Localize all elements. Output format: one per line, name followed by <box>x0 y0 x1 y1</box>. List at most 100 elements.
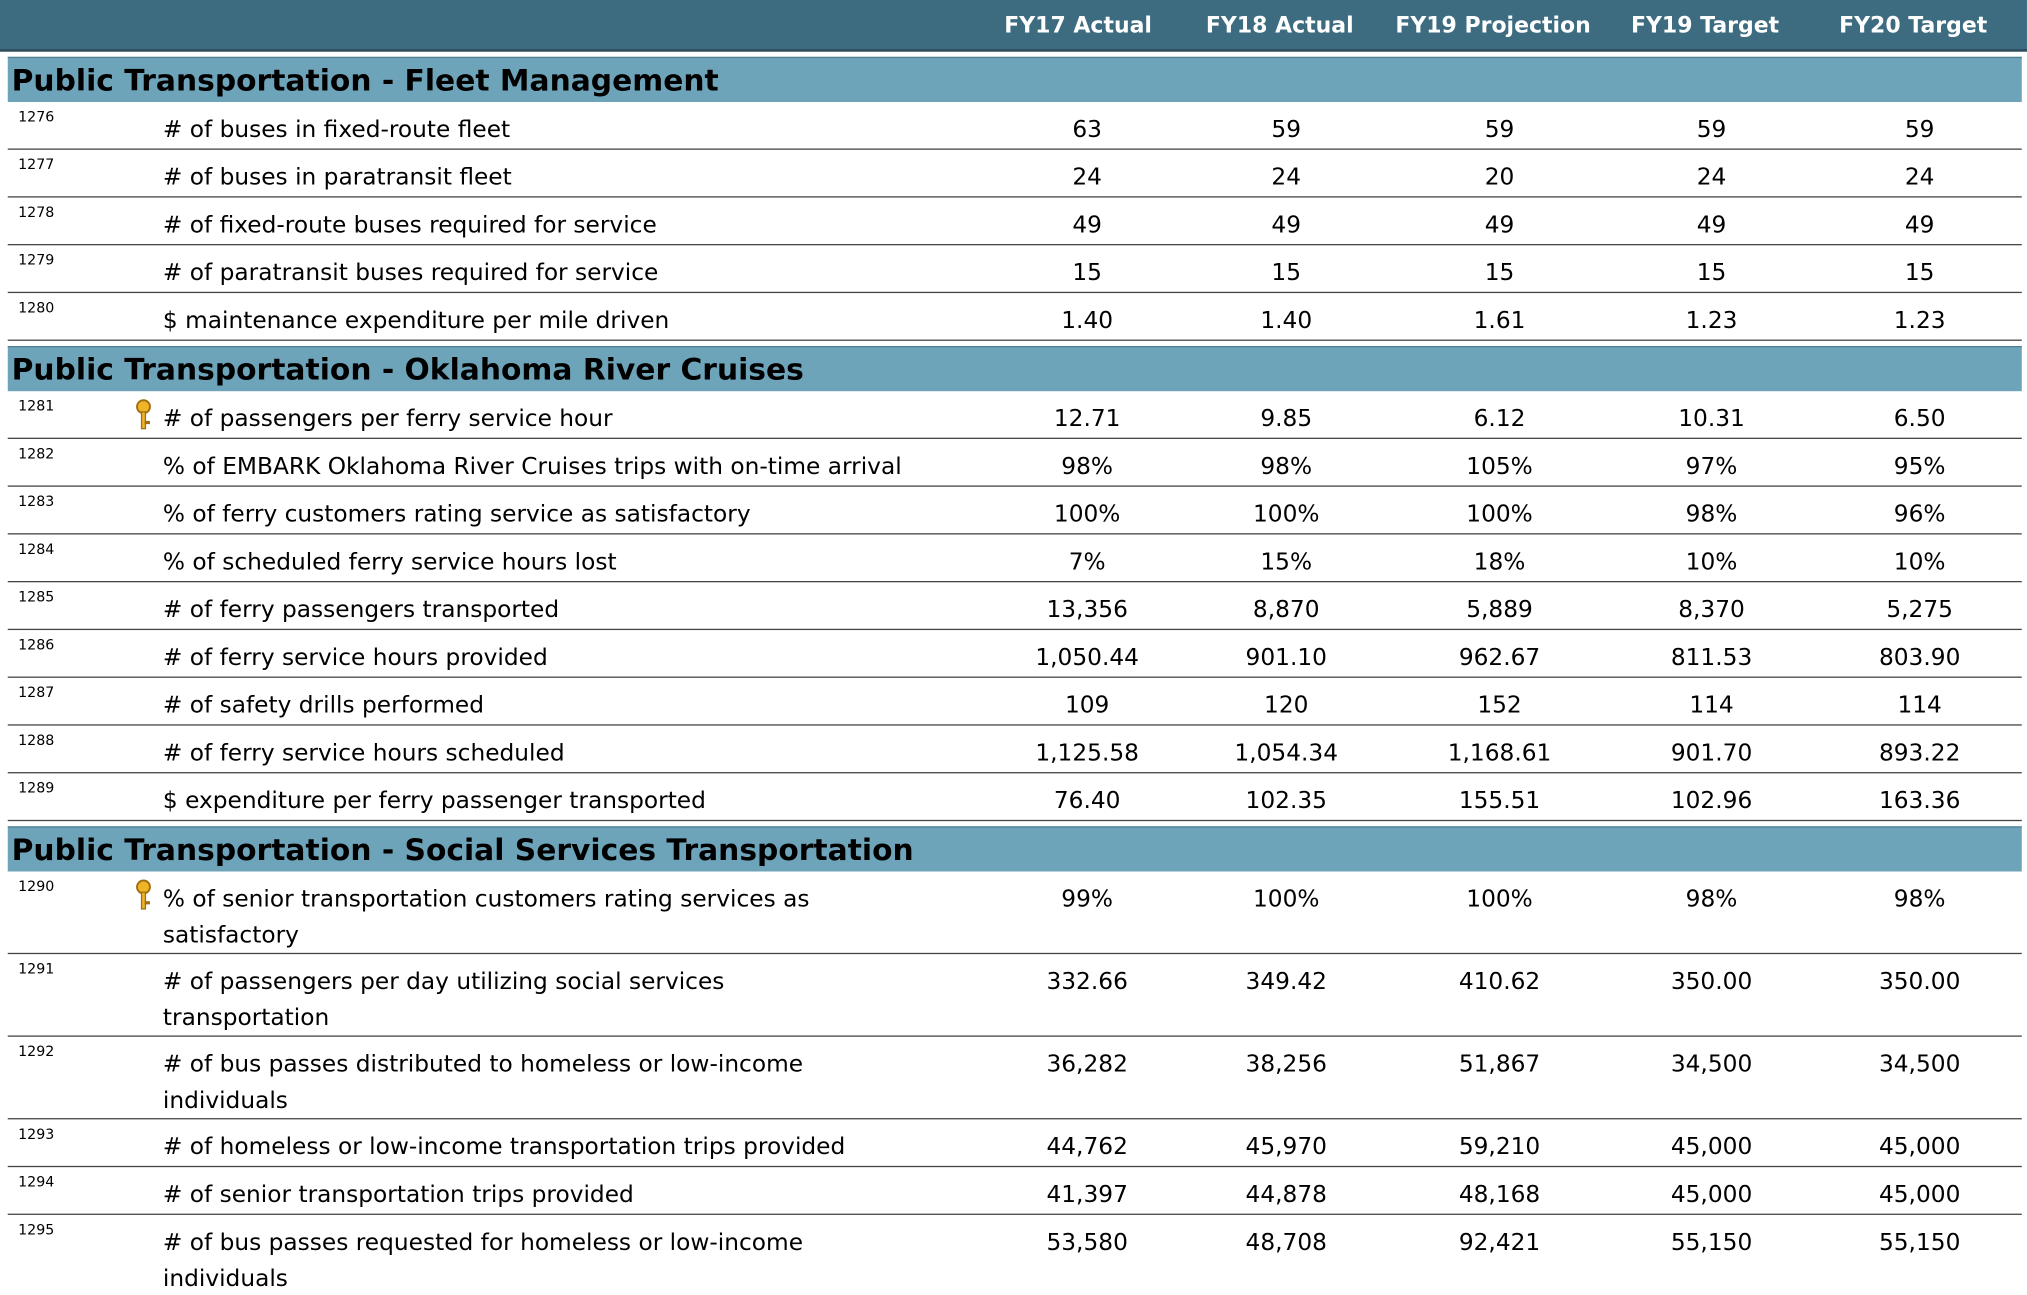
row-label: % of senior transportation customers rat… <box>162 885 810 949</box>
cell-value: 15 <box>1484 259 1515 287</box>
table-row: 1294 # of senior transportation trips pro… <box>7 1167 2022 1215</box>
cell-value: 102.35 <box>1245 787 1327 815</box>
cell-value: 350.00 <box>1670 968 1753 996</box>
cell-value: 49 <box>1271 211 1302 239</box>
column-header: FY18 Actual <box>1205 12 1354 39</box>
table-row: 1283 % of ferry customers rating service … <box>7 487 2022 535</box>
row-label: # of ferry passengers transported <box>162 596 560 624</box>
cell-value: 6.50 <box>1893 405 1946 433</box>
cell-value: 10% <box>1893 548 1946 576</box>
cell-value: 10.31 <box>1678 405 1745 433</box>
table-row: 1293 # of homeless or low-income transpor… <box>7 1119 2022 1168</box>
cell-value: 350.00 <box>1878 968 1961 996</box>
cell-value: 105% <box>1466 453 1533 481</box>
cell-value: 49 <box>1484 211 1515 239</box>
row-number: 1287 <box>18 684 55 702</box>
cell-value: 36,282 <box>1046 1050 1128 1079</box>
cell-value: 100% <box>1252 500 1320 529</box>
cell-value: 15 <box>1072 259 1102 287</box>
cell-value: 332.66 <box>1046 968 1128 996</box>
cell-value: 803.90 <box>1878 644 1961 672</box>
row-number: 1277 <box>18 156 55 174</box>
cell-value: 34,500 <box>1670 1050 1753 1079</box>
cell-value: 48,168 <box>1458 1181 1541 1209</box>
cell-value: 15 <box>1904 259 1935 287</box>
cell-value: 15% <box>1260 548 1313 576</box>
cell-value: 114 <box>1897 692 1942 720</box>
section-header: Public Transportation - Fleet Management <box>7 56 2022 102</box>
cell-value: 38,256 <box>1245 1050 1327 1079</box>
cell-value: 15 <box>1271 259 1302 287</box>
row-label: # of safety drills performed <box>162 692 485 720</box>
table-row: 1295 # of bus passes requested for homele… <box>8 1215 2022 1295</box>
row-number: 1292 <box>18 1043 55 1060</box>
row-label: $ expenditure per ferry passenger transp… <box>162 787 706 815</box>
cell-value: 20 <box>1484 163 1515 192</box>
cell-value: 99% <box>1061 885 1114 913</box>
table-row: 1288 # of ferry service hours scheduled 1,… <box>7 726 2022 774</box>
column-header: FY17 Actual <box>1004 12 1152 39</box>
cell-value: 100% <box>1466 500 1533 529</box>
cell-value: 51,867 <box>1458 1050 1541 1079</box>
key-icon <box>133 879 154 919</box>
row-label: # of passengers per ferry service hour <box>162 405 613 433</box>
column-header: FY19 Target <box>1631 12 1780 39</box>
cell-value: 893.22 <box>1878 739 1961 767</box>
cell-value: 34,500 <box>1878 1050 1961 1079</box>
cell-value: 44,878 <box>1245 1181 1327 1209</box>
table-row: 1287 # of safety drills performed 109 120 15… <box>7 678 2022 726</box>
table-row: 1280 $ maintenance expenditure per mile d… <box>7 293 2022 341</box>
cell-value: 55,150 <box>1878 1229 1961 1257</box>
table-row: 1278 # of fixed-route buses required for … <box>7 198 2022 246</box>
row-number: 1279 <box>18 251 55 269</box>
cell-value: 48,708 <box>1245 1229 1327 1257</box>
row-number: 1280 <box>18 299 55 317</box>
cell-value: 98% <box>1061 453 1114 481</box>
row-number: 1278 <box>18 203 55 221</box>
cell-value: 49 <box>1904 211 1935 239</box>
cell-value: 1,050.44 <box>1035 644 1139 672</box>
cell-value: 5,889 <box>1466 596 1533 624</box>
cell-value: 45,000 <box>1878 1181 1961 1209</box>
table-row: 1281 # of passengers per ferry service ho… <box>7 391 2022 439</box>
cell-value: 18% <box>1473 548 1526 576</box>
cell-value: 6.12 <box>1473 405 1526 433</box>
cell-value: 120 <box>1264 692 1309 720</box>
cell-value: 10% <box>1685 548 1738 576</box>
row-label: # of homeless or low-income transportati… <box>162 1133 846 1161</box>
row-label: % of ferry customers rating service as s… <box>162 500 751 529</box>
cell-value: 114 <box>1689 692 1734 720</box>
table-row: 1285 # of ferry passengers transported 13,… <box>7 582 2022 631</box>
cell-value: 98% <box>1685 885 1738 913</box>
cell-value: 1.40 <box>1061 307 1114 335</box>
row-number: 1283 <box>18 493 55 510</box>
table-row: 1276 # of buses in fixed-route fleet 63 59 5… <box>7 102 2022 150</box>
cell-value: 152 <box>1477 692 1522 720</box>
cell-value: 98% <box>1893 885 1946 913</box>
row-number: 1293 <box>18 1125 55 1143</box>
table-row: 1291 # of passengers per day utilizing so… <box>7 954 2022 1037</box>
row-label: # of ferry service hours provided <box>162 644 548 672</box>
cell-value: 55,150 <box>1670 1229 1753 1257</box>
cell-value: 163.36 <box>1878 787 1961 815</box>
cell-value: 102.96 <box>1670 787 1753 815</box>
cell-value: 1.23 <box>1685 307 1738 335</box>
row-number: 1291 <box>18 960 55 978</box>
column-header: FY20 Target <box>1839 12 1988 39</box>
cell-value: 410.62 <box>1458 968 1541 996</box>
cell-value: 349.42 <box>1245 968 1327 996</box>
cell-value: 9.85 <box>1260 405 1313 433</box>
cell-value: 59 <box>1484 116 1515 144</box>
cell-value: 76.40 <box>1053 787 1121 815</box>
row-label: % of EMBARK Oklahoma River Cruises trips… <box>162 453 902 481</box>
cell-value: 49 <box>1072 211 1102 239</box>
table-row: 1284 % of scheduled ferry service hours l… <box>7 535 2022 583</box>
cell-value: 24 <box>1904 163 1935 192</box>
cell-value: 45,970 <box>1245 1133 1327 1161</box>
key-icon <box>133 399 154 439</box>
table-row: 1286 # of ferry service hours provided 1,0… <box>7 630 2022 678</box>
row-label: # of bus passes requested for homeless o… <box>162 1229 804 1293</box>
table-row: 1282 % of EMBARK Oklahoma River Cruises t… <box>7 439 2022 487</box>
cell-value: 15 <box>1696 259 1727 287</box>
